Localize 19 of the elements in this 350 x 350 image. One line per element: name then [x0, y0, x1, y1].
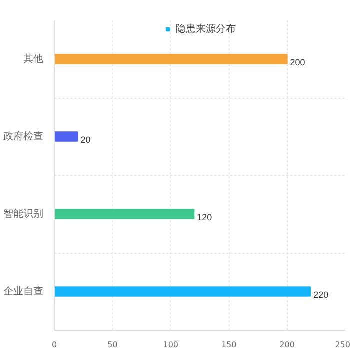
bar [54, 286, 312, 297]
x-tick-label: 150 [221, 340, 237, 350]
x-tick-label: 250 [335, 340, 350, 350]
y-tick-label: 智能识别 [4, 208, 44, 220]
bar [54, 209, 195, 220]
x-tick-label: 0 [52, 340, 58, 350]
bar [54, 132, 78, 142]
y-tick-label: 其他 [24, 52, 44, 65]
data-label: 220 [314, 290, 329, 300]
legend-label: 隐患来源分布 [176, 22, 236, 36]
x-tick-label: 50 [108, 340, 118, 350]
y-tick-label: 政府检查 [4, 130, 44, 142]
data-label: 20 [80, 134, 91, 145]
bar [54, 54, 288, 64]
x-tick-label: 200 [280, 340, 295, 350]
y-tick-label: 企业自查 [4, 285, 44, 298]
x-tick-label: 100 [163, 340, 179, 350]
data-label: 120 [197, 212, 212, 222]
data-label: 200 [290, 57, 306, 68]
